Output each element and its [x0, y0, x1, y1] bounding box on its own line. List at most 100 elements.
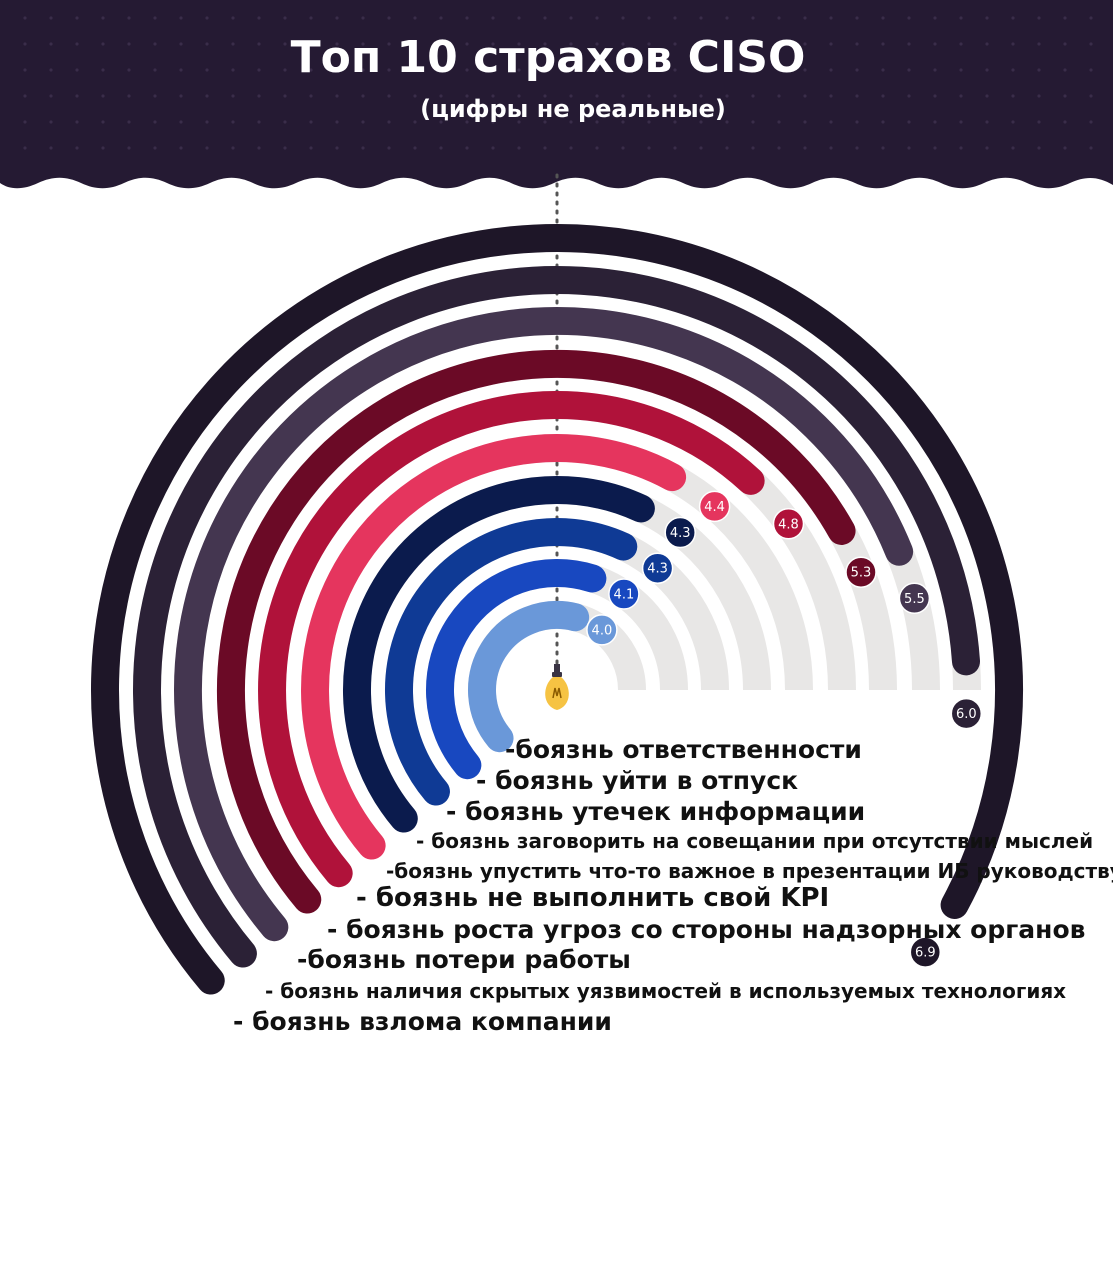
pattern-dot: [933, 94, 937, 98]
pattern-dot: [127, 42, 131, 46]
pattern-dot: [1011, 16, 1015, 20]
pattern-dot: [959, 94, 963, 98]
pattern-dot: [751, 120, 755, 124]
pattern-dot: [803, 94, 807, 98]
pattern-dot: [205, 42, 209, 46]
pattern-dot: [153, 42, 157, 46]
lightbulb-icon: [545, 664, 569, 710]
pattern-dot: [829, 120, 833, 124]
pattern-dot: [1089, 16, 1093, 20]
pattern-dot: [101, 16, 105, 20]
pattern-dot: [699, 146, 703, 150]
pattern-dot: [1037, 68, 1041, 72]
pattern-dot: [439, 16, 443, 20]
pattern-dot: [75, 94, 79, 98]
chart-title: Топ 10 страхов CISO: [291, 32, 806, 83]
pattern-dot: [751, 146, 755, 150]
pattern-dot: [205, 146, 209, 150]
pattern-dot: [309, 68, 313, 72]
pattern-dot: [387, 120, 391, 124]
pattern-dot: [855, 146, 859, 150]
pattern-dot: [257, 120, 261, 124]
pattern-dot: [1063, 94, 1067, 98]
category-label: - боязнь наличия скрытых уязвимостей в и…: [265, 979, 1066, 1003]
value-arc: [133, 266, 980, 968]
pattern-dot: [595, 146, 599, 150]
pattern-dot: [1089, 94, 1093, 98]
pattern-dot: [777, 16, 781, 20]
pattern-dot: [1063, 16, 1067, 20]
pattern-dot: [1089, 120, 1093, 124]
pattern-dot: [127, 120, 131, 124]
pattern-dot: [205, 120, 209, 124]
pattern-dot: [725, 120, 729, 124]
pattern-dot: [23, 94, 27, 98]
pattern-dot: [777, 68, 781, 72]
pattern-dot: [1063, 42, 1067, 46]
value-arc: [217, 350, 856, 914]
pattern-dot: [153, 120, 157, 124]
pattern-dot: [829, 16, 833, 20]
pattern-dot: [23, 120, 27, 124]
pattern-dot: [1037, 16, 1041, 20]
pattern-dot: [335, 94, 339, 98]
pattern-dot: [283, 146, 287, 150]
pattern-dot: [231, 16, 235, 20]
pattern-dot: [673, 146, 677, 150]
pattern-dot: [569, 146, 573, 150]
pattern-dot: [803, 146, 807, 150]
pattern-dot: [543, 94, 547, 98]
pattern-dot: [985, 68, 989, 72]
pattern-dot: [699, 42, 703, 46]
pattern-dot: [569, 16, 573, 20]
pattern-dot: [101, 94, 105, 98]
pattern-dot: [621, 120, 625, 124]
pattern-dot: [803, 16, 807, 20]
pattern-dot: [361, 94, 365, 98]
value-label: 5.5: [904, 592, 925, 607]
header-band: [0, 0, 1113, 189]
category-label: - боязнь утечек информации: [446, 797, 865, 826]
pattern-dot: [1011, 120, 1015, 124]
pattern-dot: [491, 16, 495, 20]
pattern-dot: [569, 42, 573, 46]
pattern-dot: [309, 16, 313, 20]
pattern-dot: [647, 120, 651, 124]
pattern-dot: [387, 94, 391, 98]
pattern-dot: [1011, 94, 1015, 98]
pattern-dot: [829, 42, 833, 46]
pattern-dot: [751, 42, 755, 46]
pattern-dot: [75, 42, 79, 46]
pattern-dot: [231, 146, 235, 150]
pattern-dot: [881, 146, 885, 150]
pattern-dot: [621, 68, 625, 72]
pattern-dot: [413, 146, 417, 150]
value-badge: [664, 516, 696, 549]
pattern-dot: [907, 146, 911, 150]
pattern-dot: [439, 68, 443, 72]
pattern-dot: [777, 42, 781, 46]
value-label: 6.9: [915, 946, 936, 961]
pattern-dot: [725, 42, 729, 46]
pattern-dot: [179, 94, 183, 98]
value-badge: [950, 697, 983, 730]
pattern-dot: [985, 94, 989, 98]
pattern-dot: [439, 94, 443, 98]
pattern-dot: [127, 146, 131, 150]
value-label: 4.4: [704, 500, 725, 515]
pattern-dot: [283, 68, 287, 72]
value-arc: [468, 601, 590, 753]
pattern-dot: [283, 120, 287, 124]
pattern-dot: [465, 94, 469, 98]
pattern-dot: [101, 120, 105, 124]
pattern-dot: [101, 68, 105, 72]
pattern-dot: [855, 16, 859, 20]
pattern-dot: [413, 68, 417, 72]
pattern-dot: [491, 42, 495, 46]
pattern-dot: [621, 146, 625, 150]
pattern-dot: [907, 42, 911, 46]
pattern-dot: [491, 94, 495, 98]
pattern-dot: [517, 146, 521, 150]
value-label: 4.0: [592, 623, 613, 638]
pattern-dot: [985, 120, 989, 124]
